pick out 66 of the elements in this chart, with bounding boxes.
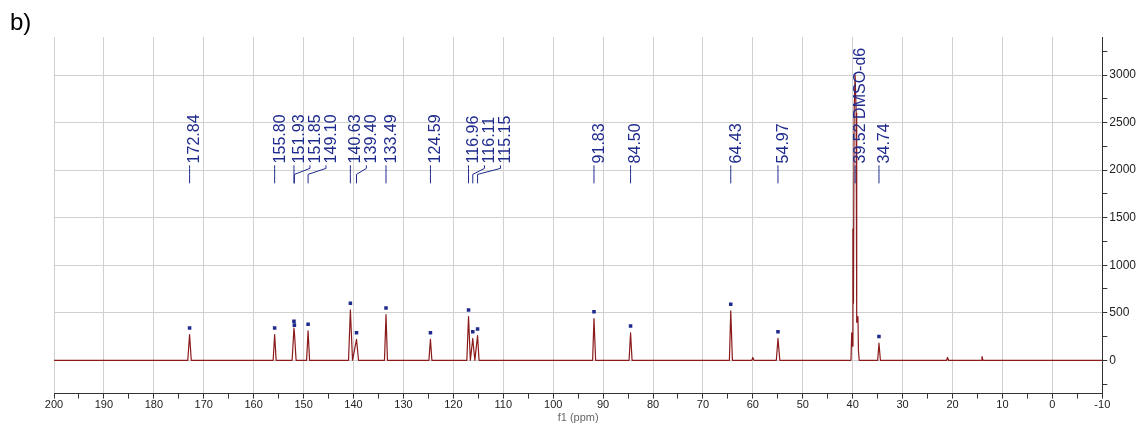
y-tick-label: 1500 bbox=[1109, 209, 1137, 224]
x-tick-label: 160 bbox=[244, 398, 263, 411]
point bbox=[728, 302, 733, 306]
x-tick-label: 150 bbox=[294, 398, 313, 411]
annotation: 155.80 bbox=[270, 114, 288, 164]
point bbox=[628, 324, 633, 328]
point bbox=[877, 334, 881, 339]
point bbox=[272, 326, 277, 330]
y-tick-label: 500 bbox=[1109, 305, 1130, 320]
x-tick-label: 20 bbox=[946, 398, 959, 411]
annotation: 84.50 bbox=[626, 123, 644, 164]
y-tick-label: 3000 bbox=[1109, 67, 1137, 82]
x-tick-label: 40 bbox=[846, 398, 859, 411]
text: b) bbox=[10, 8, 32, 36]
point bbox=[354, 330, 359, 335]
annotation: 133.49 bbox=[381, 114, 399, 164]
x-tick-label: 10 bbox=[996, 398, 1009, 411]
x-tick-label: 140 bbox=[344, 398, 363, 411]
point bbox=[306, 322, 310, 326]
point bbox=[187, 326, 192, 330]
annotation: 116.96 bbox=[464, 115, 482, 164]
x-tick-label: 50 bbox=[796, 398, 809, 411]
annotation: 140.63 bbox=[346, 114, 364, 164]
y-tick-label: 2500 bbox=[1109, 114, 1137, 129]
annotation: 139.40 bbox=[362, 114, 380, 164]
annotation: 91.83 bbox=[589, 123, 607, 164]
y-tick-label: 2000 bbox=[1109, 162, 1137, 177]
point bbox=[471, 330, 475, 334]
x-tick-label: 120 bbox=[444, 398, 463, 411]
x-tick-label: 60 bbox=[746, 398, 759, 411]
x-tick-label: 190 bbox=[94, 398, 114, 411]
annotation: 124.59 bbox=[426, 114, 444, 164]
annotation: 39.52 DMSO-d6 bbox=[851, 47, 869, 164]
point bbox=[475, 327, 480, 331]
point bbox=[466, 308, 471, 312]
annotation: 151.85 bbox=[305, 114, 323, 164]
annotation: 115.15 bbox=[496, 115, 514, 164]
annotation: 116.11 bbox=[480, 116, 498, 164]
x-tick-label: 100 bbox=[544, 398, 563, 411]
point bbox=[428, 330, 433, 335]
point bbox=[592, 310, 596, 314]
annotation: 151.93 bbox=[289, 114, 307, 164]
x-tick-label: -10 bbox=[1094, 398, 1111, 411]
x-tick-label: 180 bbox=[144, 398, 164, 411]
point bbox=[776, 330, 780, 334]
x-tick-label: 0 bbox=[1049, 398, 1056, 411]
x-axis-title: f1 (ppm) bbox=[557, 411, 599, 424]
x-tick-label: 170 bbox=[194, 398, 213, 411]
x-tick-label: 110 bbox=[494, 398, 513, 411]
x-tick-label: 130 bbox=[394, 398, 413, 411]
annotation: 64.43 bbox=[726, 123, 744, 164]
x-tick-label: 80 bbox=[646, 398, 660, 411]
point bbox=[292, 319, 296, 324]
annotation: 54.97 bbox=[773, 123, 791, 164]
annotation: 149.10 bbox=[321, 114, 339, 164]
y-tick-label: 0 bbox=[1109, 352, 1117, 367]
point bbox=[292, 323, 297, 327]
point bbox=[384, 306, 388, 310]
annotation: 172.84 bbox=[185, 114, 203, 164]
y-tick-label: 1000 bbox=[1109, 257, 1137, 272]
x-tick-label: 30 bbox=[896, 398, 909, 411]
annotation: 34.74 bbox=[874, 123, 892, 164]
x-tick-label: 90 bbox=[596, 398, 610, 411]
x-tick-label: 200 bbox=[44, 398, 64, 411]
x-tick-label: 70 bbox=[696, 398, 710, 411]
point bbox=[348, 301, 353, 306]
